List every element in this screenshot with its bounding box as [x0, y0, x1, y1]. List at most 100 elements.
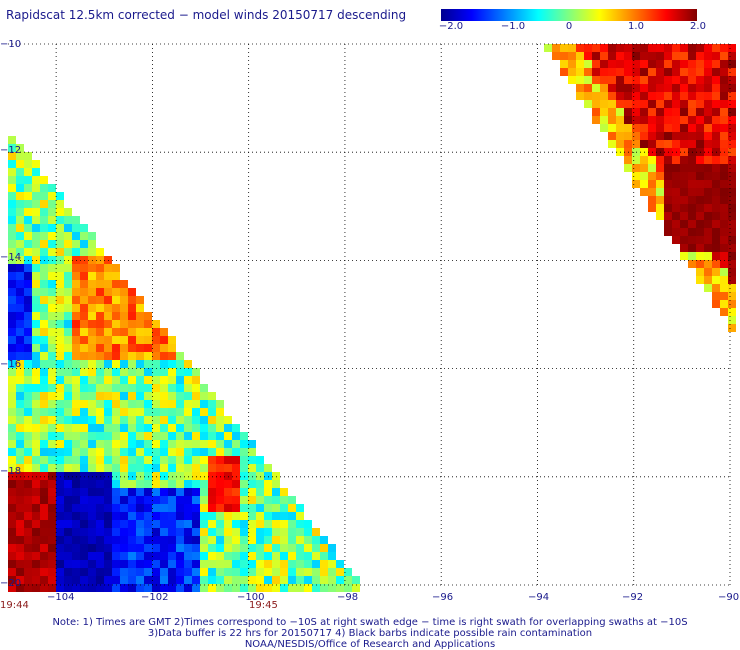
data-cell: [704, 236, 712, 244]
data-cell: [168, 464, 176, 472]
data-cell: [240, 448, 248, 456]
data-cell: [680, 76, 688, 84]
data-cell: [192, 576, 200, 584]
data-cell: [136, 488, 144, 496]
data-cell: [64, 296, 72, 304]
data-cell: [120, 576, 128, 584]
data-cell: [88, 544, 96, 552]
data-cell: [8, 536, 16, 544]
data-cell: [112, 584, 120, 592]
data-cell: [8, 560, 16, 568]
data-cell: [64, 448, 72, 456]
data-cell: [224, 456, 232, 464]
data-cell: [24, 320, 32, 328]
data-cell: [16, 392, 24, 400]
data-cell: [656, 204, 664, 212]
data-cell: [208, 560, 216, 568]
data-cell: [112, 312, 120, 320]
data-cell: [80, 416, 88, 424]
data-cell: [32, 192, 40, 200]
data-cell: [192, 464, 200, 472]
data-cell: [112, 288, 120, 296]
data-cell: [48, 504, 56, 512]
data-cell: [32, 544, 40, 552]
data-cell: [304, 536, 312, 544]
data-cell: [264, 496, 272, 504]
data-cell: [328, 544, 336, 552]
data-cell: [24, 208, 32, 216]
data-cell: [256, 480, 264, 488]
lon-label: −102: [141, 592, 169, 603]
data-cell: [168, 456, 176, 464]
data-cell: [24, 304, 32, 312]
data-cell: [656, 60, 664, 68]
data-cell: [72, 352, 80, 360]
data-cell: [144, 344, 152, 352]
data-cell: [72, 392, 80, 400]
data-cell: [232, 552, 240, 560]
data-cell: [232, 448, 240, 456]
data-cell: [16, 232, 24, 240]
data-cell: [144, 464, 152, 472]
data-cell: [704, 196, 712, 204]
data-cell: [672, 84, 680, 92]
data-cell: [224, 424, 232, 432]
data-cell: [712, 260, 720, 268]
data-cell: [144, 456, 152, 464]
data-cell: [80, 496, 88, 504]
data-cell: [168, 560, 176, 568]
data-cell: [48, 360, 56, 368]
data-cell: [720, 140, 728, 148]
data-cell: [184, 568, 192, 576]
data-cell: [632, 60, 640, 68]
data-cell: [96, 464, 104, 472]
data-cell: [704, 252, 712, 260]
data-cell: [192, 424, 200, 432]
data-cell: [64, 520, 72, 528]
data-cell: [40, 560, 48, 568]
data-cell: [168, 352, 176, 360]
data-cell: [680, 52, 688, 60]
data-cell: [160, 512, 168, 520]
data-cell: [32, 176, 40, 184]
data-cell: [184, 416, 192, 424]
data-cell: [624, 92, 632, 100]
data-cell: [24, 240, 32, 248]
data-cell: [80, 320, 88, 328]
data-cell: [696, 76, 704, 84]
data-cell: [152, 360, 160, 368]
data-cell: [64, 456, 72, 464]
data-cell: [64, 552, 72, 560]
data-cell: [712, 228, 720, 236]
data-cell: [160, 336, 168, 344]
data-cell: [16, 160, 24, 168]
data-cell: [144, 368, 152, 376]
data-cell: [224, 488, 232, 496]
data-cell: [224, 560, 232, 568]
data-cell: [728, 124, 736, 132]
data-cell: [16, 304, 24, 312]
data-cell: [672, 140, 680, 148]
data-cell: [168, 520, 176, 528]
data-cell: [8, 200, 16, 208]
data-cell: [152, 440, 160, 448]
data-cell: [32, 344, 40, 352]
data-cell: [40, 304, 48, 312]
data-cell: [704, 220, 712, 228]
data-cell: [720, 236, 728, 244]
data-cell: [136, 552, 144, 560]
data-cell: [200, 528, 208, 536]
data-cell: [56, 376, 64, 384]
data-cell: [80, 264, 88, 272]
data-cell: [96, 416, 104, 424]
data-cell: [104, 280, 112, 288]
data-cell: [680, 60, 688, 68]
data-cell: [600, 116, 608, 124]
data-cell: [88, 264, 96, 272]
data-cell: [648, 92, 656, 100]
data-cell: [128, 288, 136, 296]
data-cell: [656, 92, 664, 100]
data-cell: [96, 328, 104, 336]
data-cell: [232, 456, 240, 464]
data-cell: [232, 432, 240, 440]
